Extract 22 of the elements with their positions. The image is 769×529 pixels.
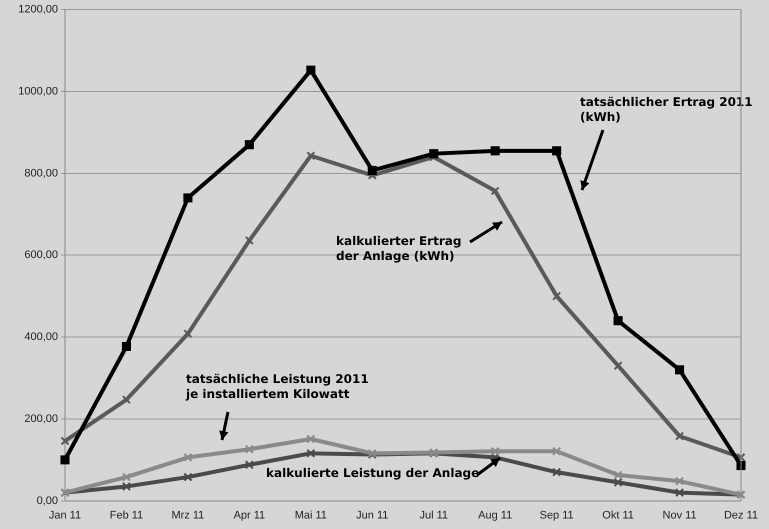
y-tick-label: 0,00 <box>36 494 58 507</box>
x-tick-label: Aug 11 <box>478 509 512 522</box>
x-tick-label: Apr 11 <box>234 509 266 522</box>
y-tick-label: 800,00 <box>24 167 58 180</box>
annotation: kalkulierte Leistung der Anlage <box>266 466 480 480</box>
x-tick-label: Dez 11 <box>724 509 758 522</box>
x-tick-label: Okt 11 <box>602 509 634 522</box>
x-tick-label: Sep 11 <box>540 509 574 522</box>
y-tick-label: 1200,00 <box>18 4 58 16</box>
y-tick-label: 1000,00 <box>18 86 58 98</box>
x-tick-label: Feb 11 <box>110 509 144 522</box>
annotation: kalkulierter Ertrag der Anlage (kWh) <box>336 234 462 264</box>
x-tick-label: Nov 11 <box>662 509 697 522</box>
x-tick-label: Mai 11 <box>294 509 327 522</box>
annotation: tatsächliche Leistung 2011 je installiertem Kilowatt <box>185 372 369 402</box>
x-tick-label: Jun 11 <box>356 509 388 522</box>
y-tick-label: 200,00 <box>24 412 58 425</box>
y-tick-label: 400,00 <box>24 331 58 344</box>
y-tick-label: 600,00 <box>24 249 58 262</box>
x-tick-label: Jul 11 <box>419 509 448 522</box>
x-tick-label: Jan 11 <box>48 509 82 522</box>
x-tick-label: Mrz 11 <box>172 509 204 522</box>
